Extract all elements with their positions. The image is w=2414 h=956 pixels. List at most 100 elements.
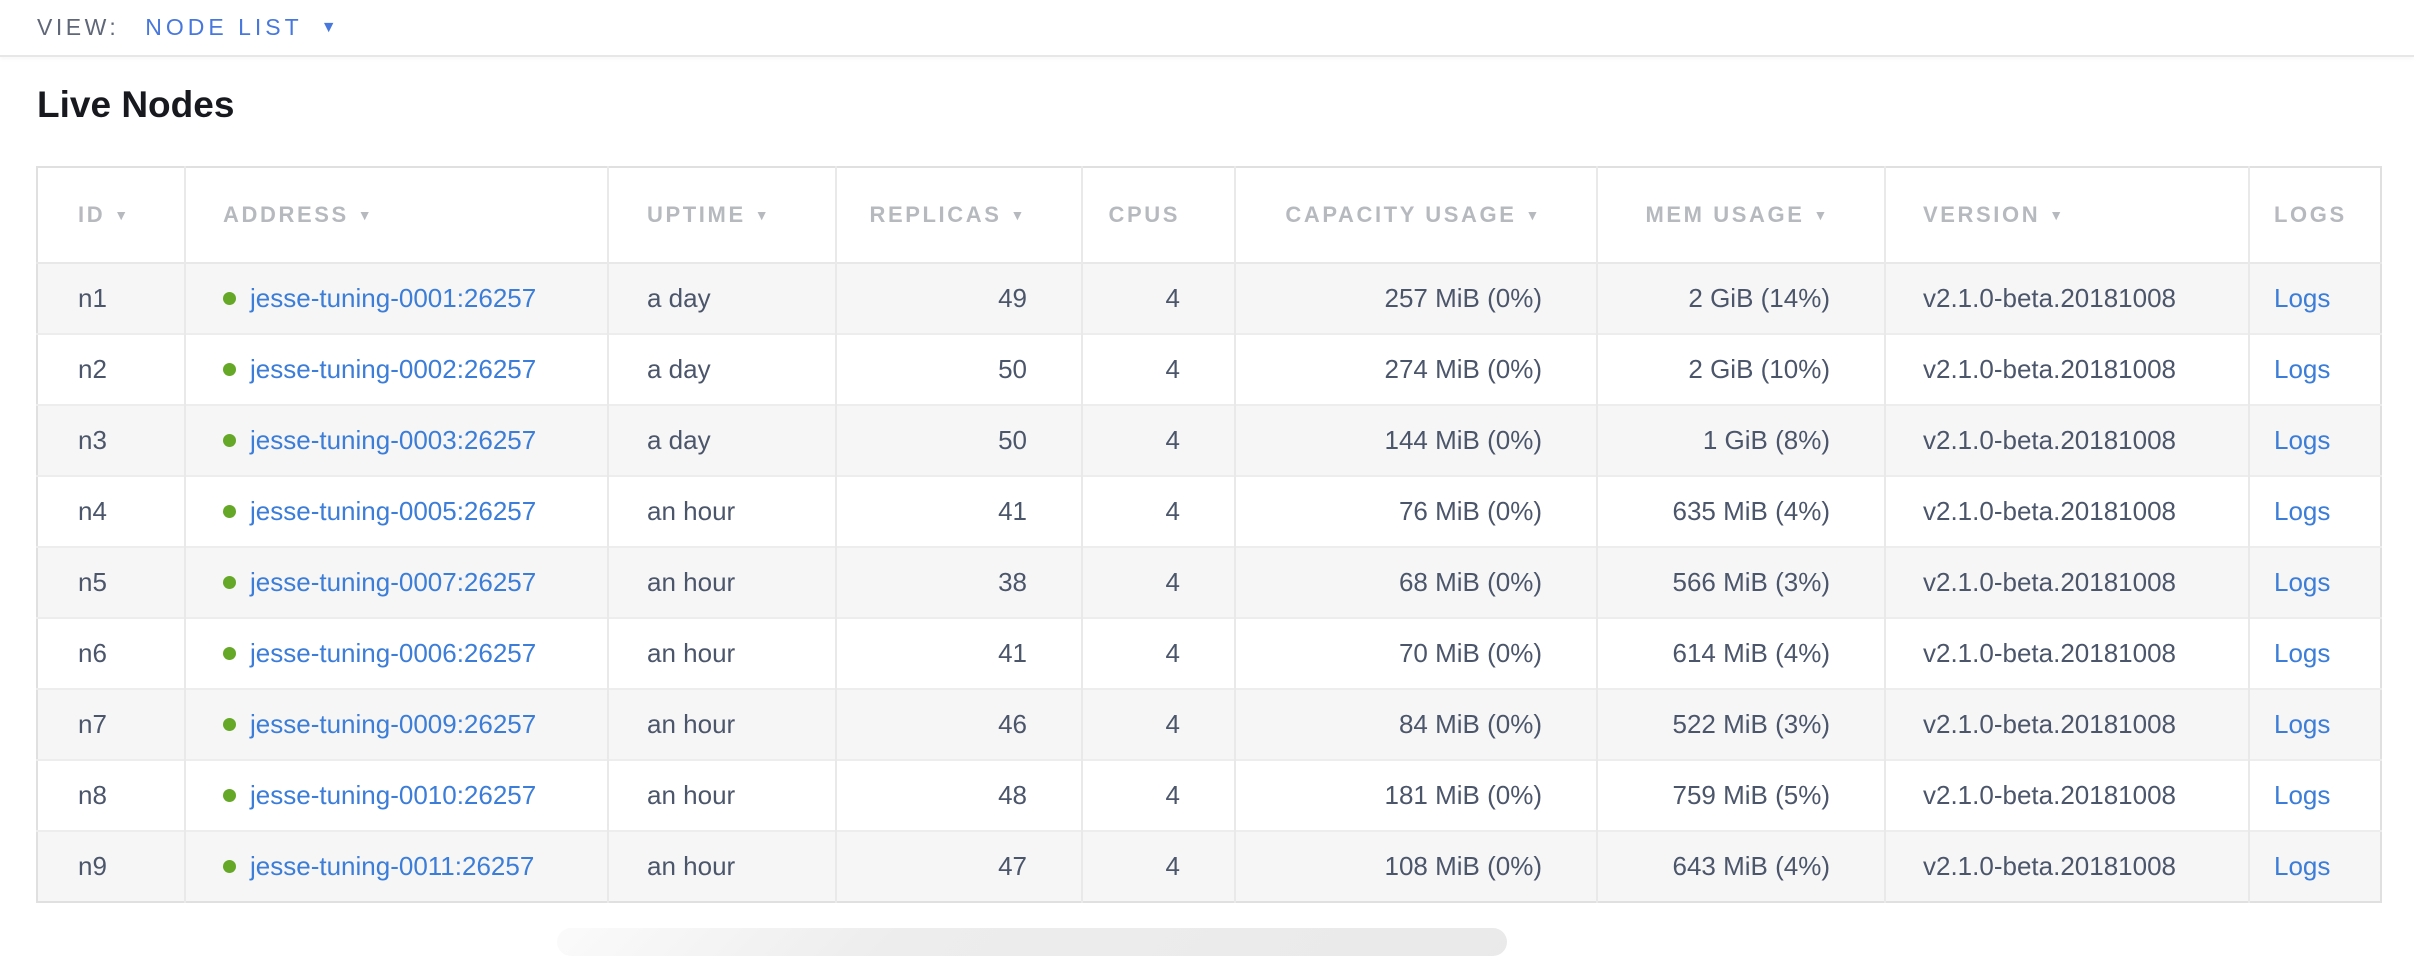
- node-logs-link[interactable]: Logs: [2274, 425, 2331, 455]
- node-replicas-cell: 48: [836, 760, 1083, 831]
- node-address-cell: jesse-tuning-0009:26257: [185, 689, 609, 760]
- column-header-label: CPUS: [1108, 202, 1180, 227]
- node-logs-cell: Logs: [2249, 334, 2381, 405]
- node-version-cell: v2.1.0-beta.20181008: [1885, 689, 2250, 760]
- node-address-cell: jesse-tuning-0011:26257: [185, 831, 609, 902]
- live-nodes-table: ID ▼ ADDRESS ▼ UPTIME ▼ REPLICAS ▼ CPUS CAPACITY …: [36, 166, 2382, 903]
- column-header-version[interactable]: VERSION ▼: [1885, 167, 2250, 263]
- node-live-status-icon: [223, 717, 236, 731]
- node-address-link[interactable]: jesse-tuning-0002:26257: [250, 354, 537, 384]
- node-cpus-cell: 4: [1082, 263, 1236, 334]
- node-logs-link[interactable]: Logs: [2274, 709, 2331, 739]
- node-logs-link[interactable]: Logs: [2274, 851, 2331, 881]
- column-header-replicas[interactable]: REPLICAS ▼: [836, 167, 1083, 263]
- column-header-capacity[interactable]: CAPACITY USAGE ▼: [1235, 167, 1598, 263]
- sort-desc-icon: ▼: [1525, 207, 1542, 223]
- node-mem-cell: 1 GiB (8%): [1597, 405, 1886, 476]
- column-header-label: CAPACITY USAGE: [1285, 202, 1517, 227]
- node-logs-link[interactable]: Logs: [2274, 354, 2331, 384]
- view-label: VIEW:: [37, 14, 120, 40]
- node-address-link[interactable]: jesse-tuning-0009:26257: [250, 709, 537, 739]
- node-capacity-cell: 70 MiB (0%): [1235, 618, 1598, 689]
- node-logs-cell: Logs: [2249, 618, 2381, 689]
- column-header-id[interactable]: ID ▼: [37, 167, 186, 263]
- column-header-mem[interactable]: MEM USAGE ▼: [1597, 167, 1886, 263]
- node-logs-cell: Logs: [2249, 689, 2381, 760]
- node-mem-cell: 643 MiB (4%): [1597, 831, 1886, 902]
- node-live-status-icon: [223, 504, 236, 518]
- node-mem-cell: 2 GiB (10%): [1597, 334, 1886, 405]
- node-id-cell: n1: [37, 263, 186, 334]
- node-replicas-cell: 46: [836, 689, 1083, 760]
- node-logs-cell: Logs: [2249, 405, 2381, 476]
- node-capacity-cell: 68 MiB (0%): [1235, 547, 1598, 618]
- sort-desc-icon: ▼: [754, 207, 772, 223]
- node-address-link[interactable]: jesse-tuning-0007:26257: [250, 567, 537, 597]
- node-mem-cell: 566 MiB (3%): [1597, 547, 1886, 618]
- node-logs-cell: Logs: [2249, 760, 2381, 831]
- node-capacity-cell: 76 MiB (0%): [1235, 476, 1598, 547]
- node-live-status-icon: [223, 859, 236, 873]
- column-header-logs: LOGS: [2249, 167, 2381, 263]
- node-row-n7: n7 jesse-tuning-0009:26257 an hour 46 4 84 Mi…: [37, 689, 2381, 760]
- node-replicas-cell: 49: [836, 263, 1083, 334]
- node-address-link[interactable]: jesse-tuning-0010:26257: [250, 780, 537, 810]
- node-live-status-icon: [223, 575, 236, 589]
- node-replicas-cell: 38: [836, 547, 1083, 618]
- column-header-label: LOGS: [2274, 202, 2347, 227]
- node-mem-cell: 2 GiB (14%): [1597, 263, 1886, 334]
- node-logs-cell: Logs: [2249, 547, 2381, 618]
- node-id-cell: n7: [37, 689, 186, 760]
- view-selected-value: NODE LIST: [145, 14, 303, 40]
- node-row-n5: n5 jesse-tuning-0007:26257 an hour 38 4 68 Mi…: [37, 547, 2381, 618]
- node-uptime-cell: an hour: [608, 760, 837, 831]
- node-address-link[interactable]: jesse-tuning-0001:26257: [250, 283, 537, 313]
- sort-desc-icon: ▼: [114, 207, 131, 223]
- node-logs-link[interactable]: Logs: [2274, 780, 2331, 810]
- node-uptime-cell: a day: [608, 263, 837, 334]
- node-logs-cell: Logs: [2249, 476, 2381, 547]
- node-id-cell: n9: [37, 831, 186, 902]
- node-capacity-cell: 257 MiB (0%): [1235, 263, 1598, 334]
- node-mem-cell: 635 MiB (4%): [1597, 476, 1886, 547]
- view-switcher-bar: VIEW: NODE LIST ▼: [0, 0, 2414, 57]
- column-header-address[interactable]: ADDRESS ▼: [185, 167, 609, 263]
- node-address-link[interactable]: jesse-tuning-0005:26257: [250, 496, 537, 526]
- node-uptime-cell: an hour: [608, 831, 837, 902]
- node-address-link[interactable]: jesse-tuning-0006:26257: [250, 638, 537, 668]
- node-row-n4: n4 jesse-tuning-0005:26257 an hour 41 4 76 Mi…: [37, 476, 2381, 547]
- node-version-cell: v2.1.0-beta.20181008: [1885, 760, 2250, 831]
- node-replicas-cell: 41: [836, 476, 1083, 547]
- node-uptime-cell: an hour: [608, 618, 837, 689]
- node-logs-link[interactable]: Logs: [2274, 567, 2331, 597]
- node-row-n9: n9 jesse-tuning-0011:26257 an hour 47 4 108 M…: [37, 831, 2381, 902]
- node-id-cell: n4: [37, 476, 186, 547]
- node-capacity-cell: 274 MiB (0%): [1235, 334, 1598, 405]
- node-address-cell: jesse-tuning-0002:26257: [185, 334, 609, 405]
- view-selector-dropdown[interactable]: NODE LIST ▼: [145, 14, 336, 41]
- node-id-cell: n8: [37, 760, 186, 831]
- node-logs-link[interactable]: Logs: [2274, 638, 2331, 668]
- node-logs-link[interactable]: Logs: [2274, 496, 2331, 526]
- horizontal-scrollbar-thumb[interactable]: [557, 928, 1507, 956]
- node-version-cell: v2.1.0-beta.20181008: [1885, 405, 2250, 476]
- node-mem-cell: 614 MiB (4%): [1597, 618, 1886, 689]
- sort-desc-icon: ▼: [2049, 207, 2066, 223]
- node-row-n8: n8 jesse-tuning-0010:26257 an hour 48 4 181 M…: [37, 760, 2381, 831]
- node-live-status-icon: [223, 788, 236, 802]
- node-version-cell: v2.1.0-beta.20181008: [1885, 263, 2250, 334]
- column-header-cpus: CPUS: [1082, 167, 1236, 263]
- node-id-cell: n3: [37, 405, 186, 476]
- node-live-status-icon: [223, 646, 236, 660]
- node-id-cell: n5: [37, 547, 186, 618]
- node-cpus-cell: 4: [1082, 760, 1236, 831]
- node-address-link[interactable]: jesse-tuning-0011:26257: [250, 851, 535, 881]
- column-header-uptime[interactable]: UPTIME ▼: [608, 167, 837, 263]
- node-address-link[interactable]: jesse-tuning-0003:26257: [250, 425, 537, 455]
- node-id-cell: n6: [37, 618, 186, 689]
- column-header-label: REPLICAS: [869, 202, 1002, 227]
- node-mem-cell: 522 MiB (3%): [1597, 689, 1886, 760]
- page-title: Live Nodes: [37, 84, 235, 125]
- chevron-down-icon: ▼: [320, 18, 337, 36]
- node-logs-link[interactable]: Logs: [2274, 283, 2331, 313]
